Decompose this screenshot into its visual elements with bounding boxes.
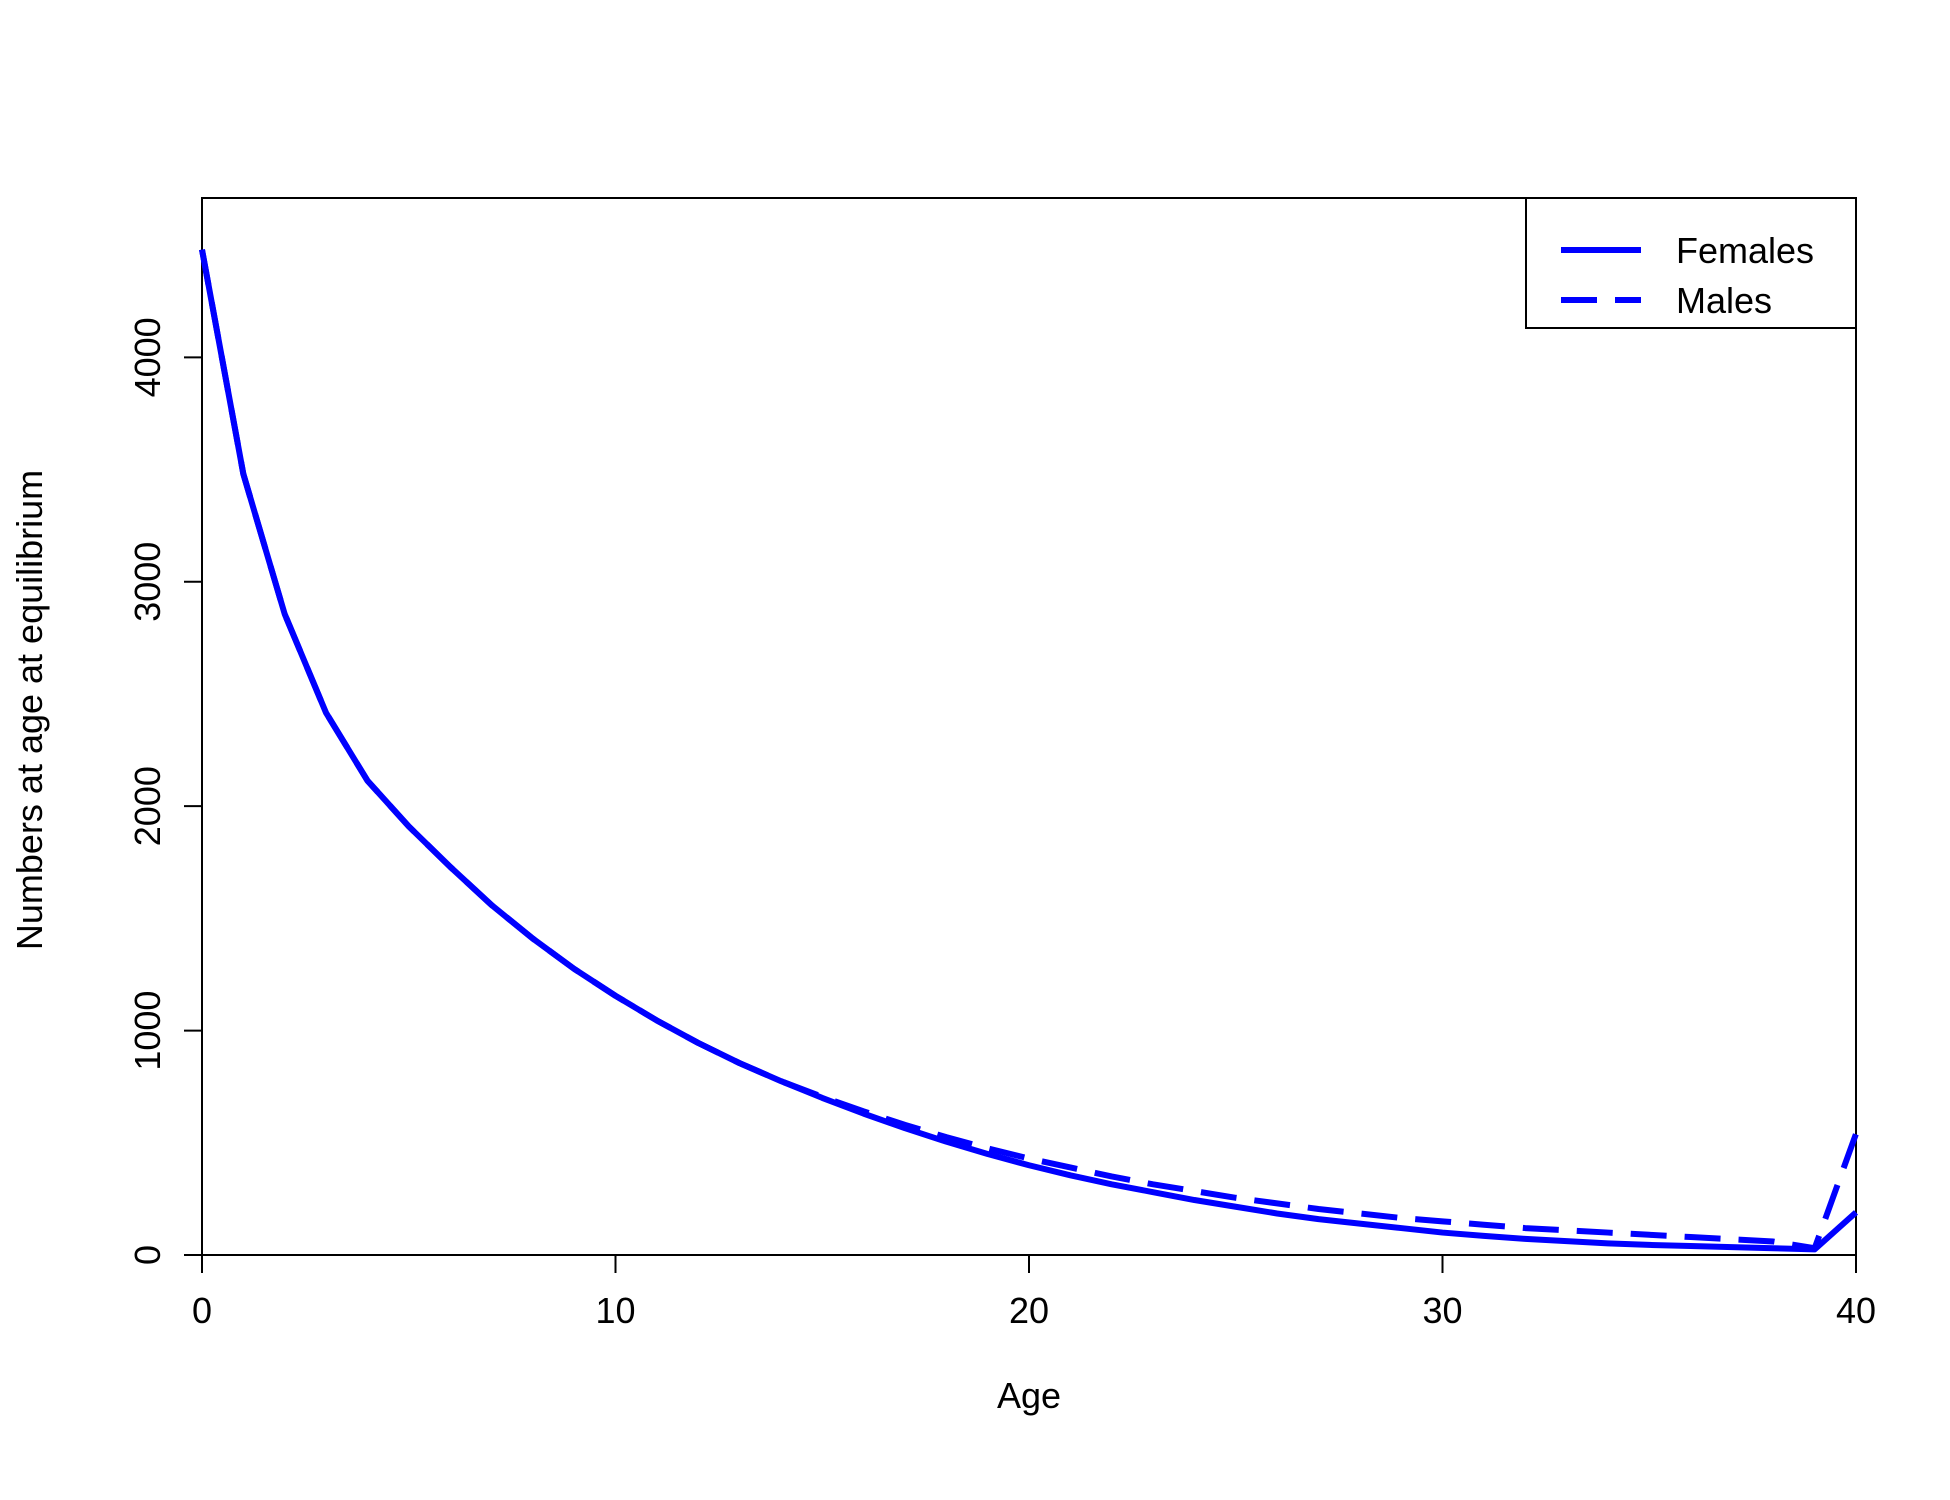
x-tick-label: 40: [1836, 1290, 1876, 1331]
y-tick-label: 0: [127, 1245, 168, 1265]
y-tick-label: 4000: [127, 317, 168, 397]
x-tick-label: 30: [1422, 1290, 1462, 1331]
legend-box: [1525, 197, 1857, 329]
y-tick-label: 2000: [127, 766, 168, 846]
y-tick-label: 1000: [127, 991, 168, 1071]
y-axis-label: Numbers at age at equilibrium: [9, 470, 50, 950]
y-tick-label: 3000: [127, 542, 168, 622]
series-line: [199, 249, 1859, 1253]
x-axis-label: Age: [997, 1375, 1061, 1416]
x-tick-label: 10: [595, 1290, 635, 1331]
x-tick-label: 0: [192, 1290, 212, 1331]
plot-frame: [201, 197, 1857, 1256]
x-tick-label: 20: [1009, 1290, 1049, 1331]
legend: Females Males: [1525, 197, 1857, 329]
legend-label: Females: [1676, 230, 1814, 271]
legend-label: Males: [1676, 280, 1772, 321]
series-line: [199, 249, 1859, 1252]
